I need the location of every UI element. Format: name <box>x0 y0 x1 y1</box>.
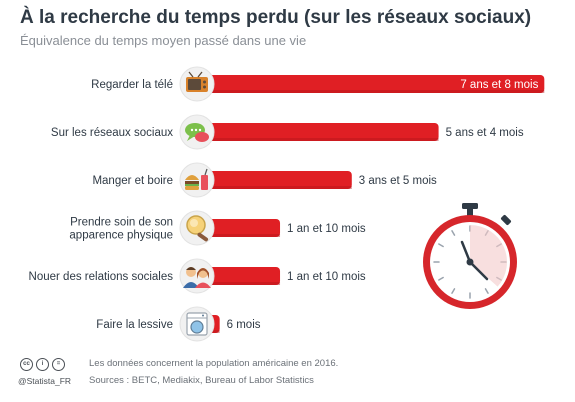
footnote: Les données concernent la population amé… <box>89 358 339 369</box>
stopwatch-hand-long <box>468 260 489 281</box>
category-label: Faire la lessive <box>96 319 173 331</box>
statista-handle: @Statista_FR <box>18 376 72 386</box>
stopwatch-icon <box>423 203 517 309</box>
stopwatch-tick <box>451 288 456 294</box>
bar-row: Nouer des relations sociales 1 an et 10 m… <box>29 258 366 294</box>
stopwatch-hand-short <box>460 240 472 264</box>
value-label: 1 an et 10 mois <box>287 271 366 283</box>
category-label: Nouer des relations sociales <box>29 271 174 283</box>
bar-row: Faire la lessive 6 mois <box>96 306 261 342</box>
license-icons: cc i = <box>20 358 65 371</box>
bar <box>197 219 281 237</box>
sources-line: Sources : BETC, Mediakix, Bureau of Labo… <box>89 375 314 386</box>
chart-subtitle: Équivalence du temps moyen passé dans un… <box>20 33 307 48</box>
bar <box>197 267 281 285</box>
no-derivatives-icon: = <box>52 358 65 371</box>
bar-shadow <box>197 186 352 189</box>
category-label: Regarder la télé <box>91 79 173 91</box>
stopwatch-button <box>500 214 512 226</box>
bar-shadow <box>197 138 439 141</box>
bar-row: Regarder la télé 7 ans et 8 mois <box>91 66 545 102</box>
bar <box>197 75 545 93</box>
stopwatch-tick <box>484 288 489 294</box>
icon-art <box>185 123 209 142</box>
value-label: 5 ans et 4 mois <box>446 127 524 139</box>
stopwatch-crown <box>462 203 478 209</box>
value-label: 3 ans et 5 mois <box>359 175 437 187</box>
value-label: 7 ans et 8 mois <box>460 79 538 91</box>
stopwatch-stem <box>467 208 473 216</box>
bar-shadow <box>197 234 281 237</box>
icon-art <box>186 312 208 336</box>
stopwatch-tick <box>451 230 456 236</box>
icon-art <box>186 215 209 242</box>
creative-commons-icon: cc <box>20 358 33 371</box>
bar <box>197 171 352 189</box>
stopwatch-tick <box>438 243 444 248</box>
value-label: 1 an et 10 mois <box>287 223 366 235</box>
icon-art <box>186 71 208 92</box>
category-label: Manger et boire <box>92 175 173 187</box>
stopwatch-pivot <box>466 258 474 266</box>
category-label: Sur les réseaux sociaux <box>51 127 173 139</box>
stopwatch-tick <box>438 276 444 281</box>
icon-art <box>185 168 208 190</box>
stopwatch-sector <box>470 225 507 287</box>
bar-shadow <box>197 282 281 285</box>
bar <box>197 123 439 141</box>
bar-row: Manger et boire 3 ans et 5 mois <box>92 162 437 198</box>
bar-row: Sur les réseaux sociaux 5 ans et 4 mois <box>51 114 524 150</box>
attribution-icon: i <box>36 358 49 371</box>
value-label: 6 mois <box>227 319 261 331</box>
category-label: Prendre soin de son apparence physique <box>69 217 173 242</box>
bar-row: Prendre soin de son apparence physique 1 a… <box>69 210 366 246</box>
icon-art <box>183 267 211 288</box>
chart-title: À la recherche du temps perdu (sur les r… <box>20 7 532 28</box>
bar-shadow <box>197 90 545 93</box>
